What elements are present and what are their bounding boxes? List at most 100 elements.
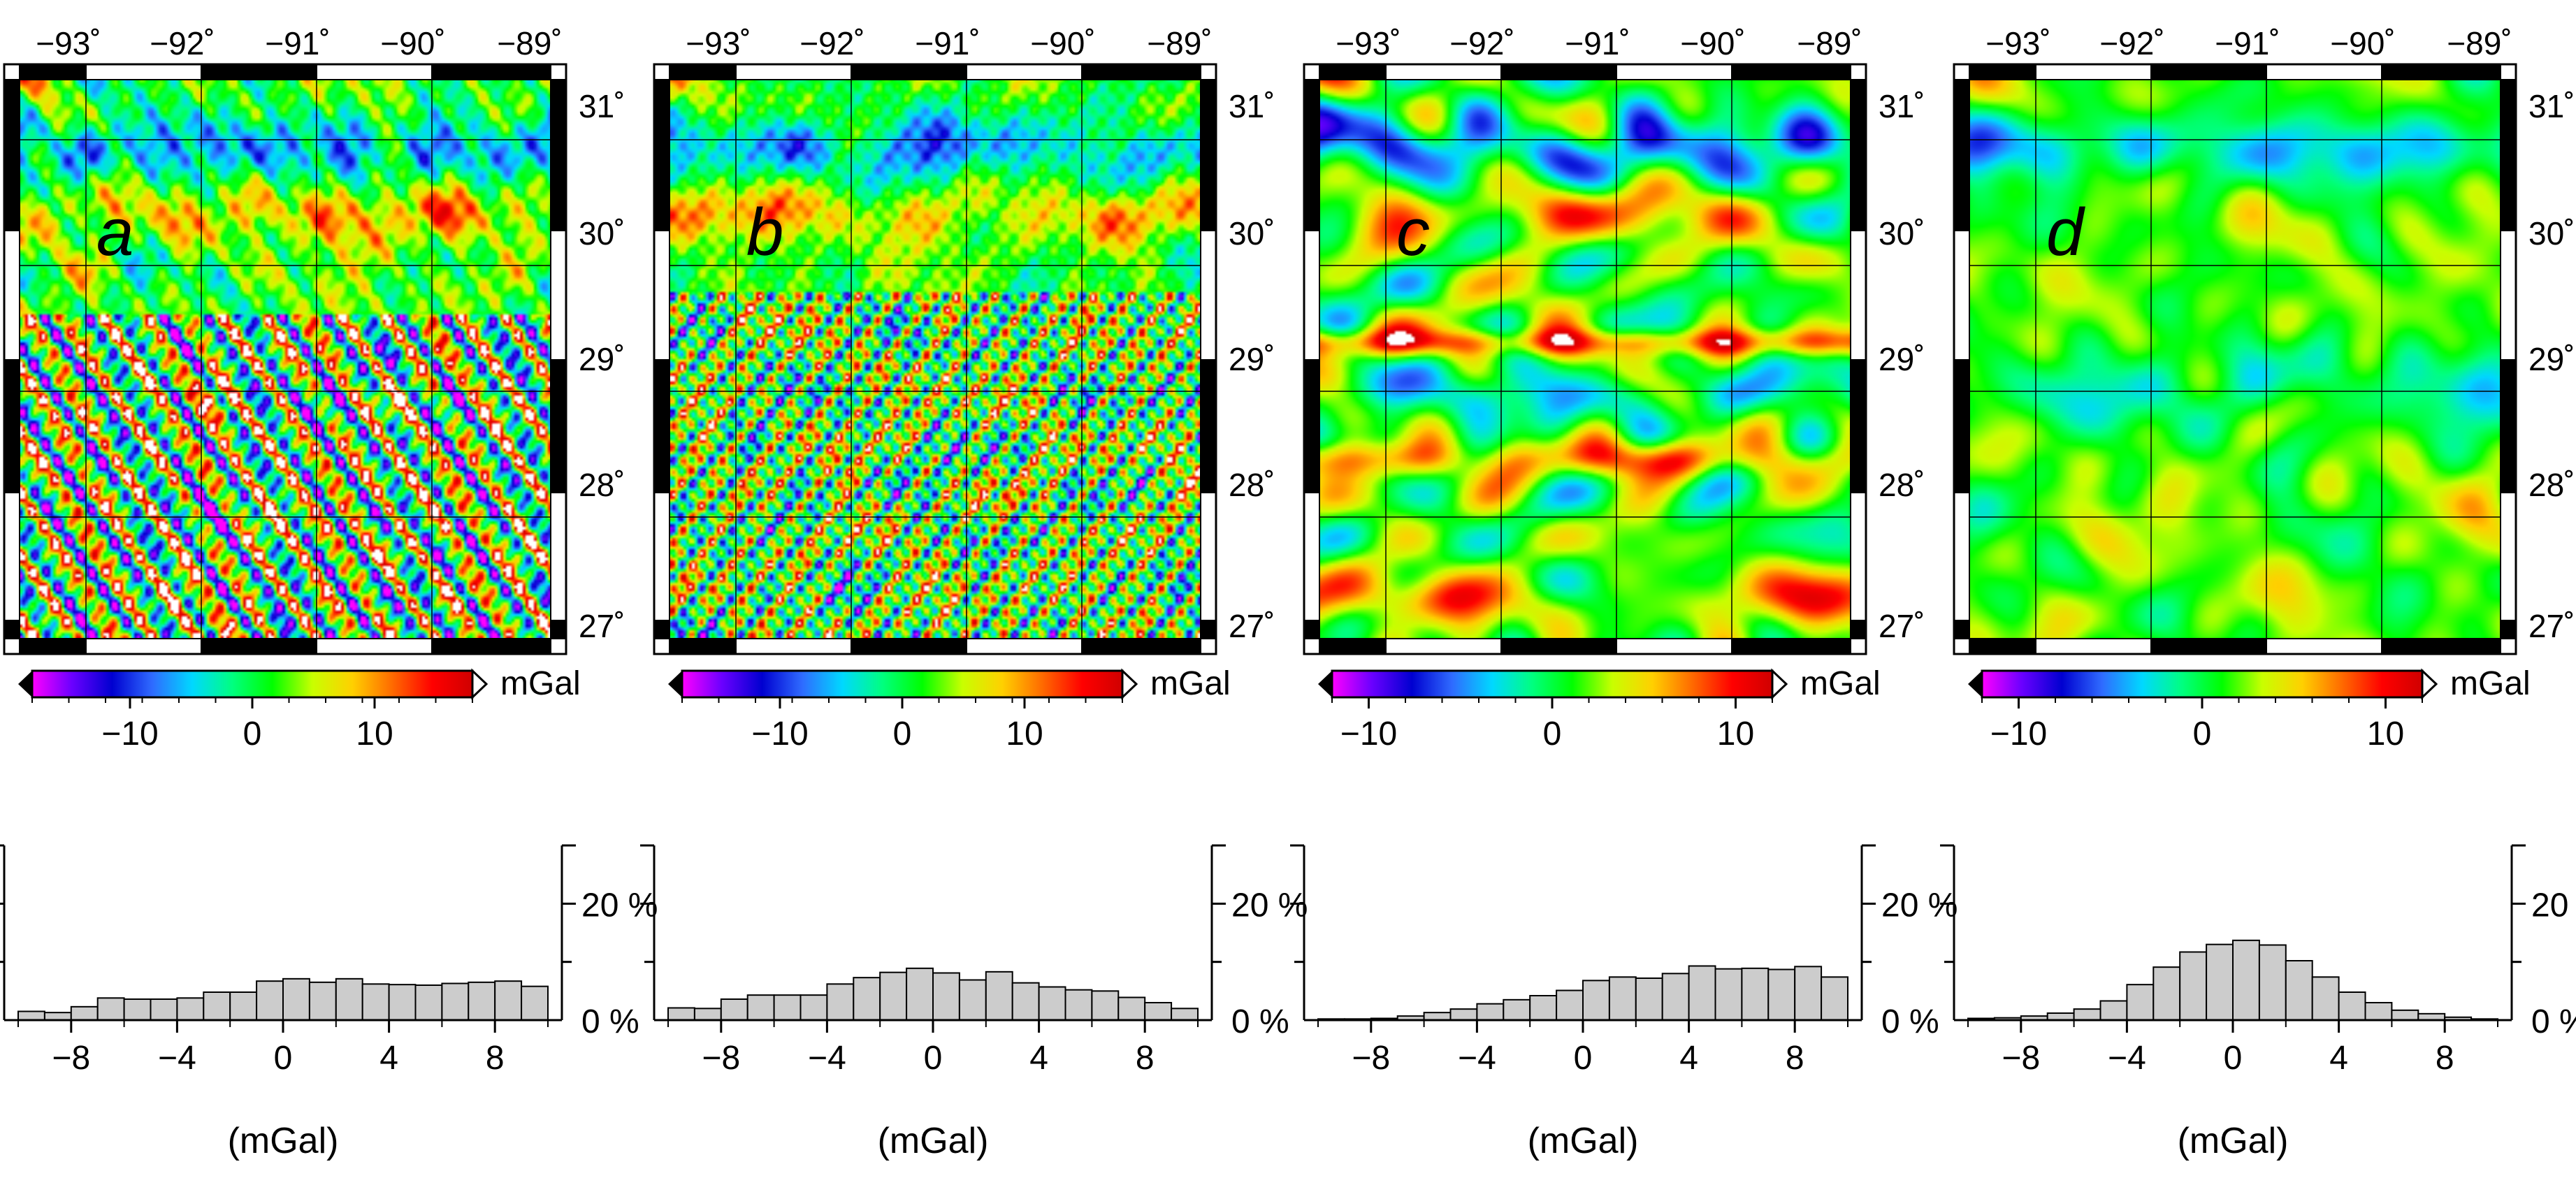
histogram-x-label: 8 [486, 1040, 505, 1077]
histogram-y-label: 20 % [1231, 887, 1308, 924]
frame-segment-right [2500, 79, 2517, 231]
histogram-bar [2206, 943, 2234, 1021]
panel-letter: d [2046, 195, 2085, 270]
frame-segment-top [669, 64, 737, 80]
frame-segment-left [1953, 79, 1970, 231]
histogram-bar [96, 997, 125, 1022]
latitude-label: 31˚ [1879, 88, 1925, 124]
frame-segment-bottom [19, 638, 87, 655]
histogram-y-label: 20 % [2531, 887, 2576, 924]
anomaly-map-d [1969, 80, 2501, 639]
colorbar [31, 669, 474, 699]
latitude-label: 28˚ [1229, 467, 1275, 503]
panel-c: −93˚ −92˚ −91˚ −90˚ −89˚ 31˚ 30˚ 29˚ 28˚ 27˚ c mGal… [1290, 25, 1958, 1161]
frame-segment-bottom [851, 638, 967, 655]
histogram-bar [693, 1008, 722, 1022]
colorbar-high-triangle [1771, 668, 1788, 700]
longitude-label: −92˚ [150, 25, 215, 61]
frame-segment-bottom [2035, 638, 2152, 655]
frame-segment-top [2035, 64, 2152, 80]
colorbar-low-triangle [1968, 671, 1982, 697]
colorbar [681, 669, 1124, 699]
latitude-label: 27˚ [1879, 608, 1925, 644]
frame-segment-right [550, 492, 567, 621]
colorbar-low-triangle [668, 671, 682, 697]
latitude-label: 31˚ [579, 88, 625, 124]
latitude-label: 28˚ [1879, 467, 1925, 503]
latitude-label: 27˚ [2528, 608, 2575, 644]
colorbar-low-triangle [18, 671, 32, 697]
frame-segment-top [201, 64, 317, 80]
histogram-bar [441, 982, 470, 1021]
latitude-label: 30˚ [1229, 215, 1275, 252]
colorbar-tick-label: 0 [243, 715, 262, 753]
map-border [1303, 63, 1867, 655]
colorbar-tick-label: −10 [1340, 715, 1397, 753]
histogram-bar [2364, 1002, 2393, 1021]
colorbar-tick-label: −10 [751, 715, 808, 753]
histogram-bar [2311, 976, 2340, 1022]
latitude-label: 28˚ [579, 467, 625, 503]
frame-segment-right [2500, 359, 2517, 493]
frame-segment-right [1200, 79, 1217, 231]
histogram-bar [932, 972, 960, 1021]
histogram-bar [70, 1005, 99, 1022]
histogram-bar [2126, 984, 2155, 1021]
histogram-bar [1821, 976, 1849, 1022]
latitude-label: 30˚ [1879, 215, 1925, 252]
frame-segment-top [1500, 64, 1617, 80]
histogram-x-label: 8 [2436, 1040, 2454, 1077]
histogram-x-label: −8 [1352, 1040, 1390, 1077]
frame-segment-left [653, 79, 670, 231]
histogram-bar [282, 977, 310, 1022]
longitude-label: −89˚ [2447, 25, 2512, 61]
histogram-bar [2285, 960, 2313, 1021]
histogram-bar [2338, 991, 2366, 1021]
frame-segment-bottom [1385, 638, 1502, 655]
map-border [1953, 63, 2517, 655]
histogram-x-label: −8 [2002, 1040, 2040, 1077]
histogram-x-label: 0 [924, 1040, 943, 1077]
frame-segment-right [1850, 79, 1867, 231]
longitude-label: −93˚ [1985, 25, 2050, 61]
frame-segment-left [1953, 620, 1970, 639]
colorbar-tick-label: 10 [1006, 715, 1043, 753]
histogram-bar [1064, 989, 1093, 1021]
longitude-label: −89˚ [497, 25, 562, 61]
frame-segment-right [550, 359, 567, 493]
longitude-label: −90˚ [2330, 25, 2395, 61]
histogram-y-label: 0 % [1881, 1003, 1939, 1040]
histogram-bar [1423, 1012, 1452, 1021]
frame-segment-bottom [2150, 638, 2267, 655]
histogram-bar [746, 994, 775, 1021]
longitude-label: −89˚ [1797, 25, 1862, 61]
colorbar [1331, 669, 1774, 699]
panel-a: −93˚ −92˚ −91˚ −90˚ −89˚ 31˚ 30˚ 29˚ 28˚ 27˚ a mGal… [0, 25, 658, 1161]
histogram-bar [1503, 998, 1531, 1022]
histogram-bar [720, 998, 748, 1021]
anomaly-map-b [670, 80, 1201, 639]
longitude-label: −91˚ [915, 25, 980, 61]
panel-letter: c [1396, 195, 1430, 270]
panel-letter: a [96, 195, 133, 270]
histogram-bar [203, 991, 231, 1021]
latitude-label: 30˚ [2528, 215, 2575, 252]
frame-segment-left [653, 359, 670, 493]
frame-segment-top [1969, 64, 2036, 80]
histogram-x-label: 0 [2224, 1040, 2243, 1077]
histogram-x-label: 0 [1574, 1040, 1593, 1077]
frame-segment-right [1850, 620, 1867, 639]
histogram-bar [494, 980, 523, 1021]
frame-segment-left [1953, 359, 1970, 493]
histogram-bar [1476, 1003, 1505, 1021]
frame-segment-right [550, 620, 567, 639]
frame-segment-left [653, 492, 670, 621]
histogram-bar [123, 998, 152, 1021]
frame-segment-bottom [316, 638, 433, 655]
histogram-bar [1608, 976, 1637, 1022]
longitude-label: −89˚ [1147, 25, 1212, 61]
colorbar-tick-label: 10 [1717, 715, 1754, 753]
colorbar-tick-label: 10 [2367, 715, 2404, 753]
frame-segment-bottom [735, 638, 852, 655]
